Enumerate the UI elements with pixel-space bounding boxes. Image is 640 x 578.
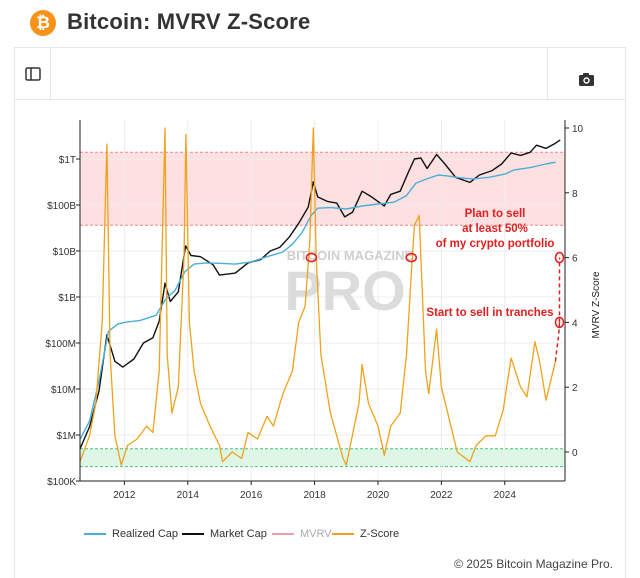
right-tick-label: 2 xyxy=(572,383,578,394)
x-tick-label: 2020 xyxy=(367,490,390,501)
left-tick-label: $100M xyxy=(45,339,76,350)
right-tick-label: 4 xyxy=(572,318,578,329)
left-tick-label: $1M xyxy=(57,431,76,442)
left-tick-label: $100B xyxy=(47,201,76,212)
annotation-text: Plan to sell xyxy=(465,208,526,220)
legend-swatch xyxy=(272,533,294,535)
left-tick-label: $10M xyxy=(51,385,76,396)
annotation-text: Start to sell in tranches xyxy=(426,307,553,319)
legend-item[interactable]: MVRV xyxy=(272,528,332,540)
left-tick-label: $1T xyxy=(59,155,76,166)
projection-dashed-line xyxy=(555,322,559,361)
annotation-text: of my crypto portfolio xyxy=(436,238,555,250)
x-tick-label: 2018 xyxy=(303,490,326,501)
right-tick-label: 8 xyxy=(572,189,578,200)
right-tick-label: 10 xyxy=(572,124,584,135)
legend-label: MVRV xyxy=(300,528,332,540)
x-tick-label: 2012 xyxy=(113,490,136,501)
right-tick-label: 6 xyxy=(572,254,578,265)
x-tick-label: 2022 xyxy=(430,490,453,501)
legend-item[interactable]: Realized Cap xyxy=(84,528,178,540)
legend-item[interactable]: Z-Score xyxy=(332,528,399,540)
x-tick-label: 2016 xyxy=(240,490,263,501)
legend-label: Z-Score xyxy=(360,528,399,540)
legend-swatch xyxy=(332,533,354,535)
left-tick-label: $100K xyxy=(47,477,76,488)
legend-swatch xyxy=(182,533,204,535)
right-tick-label: 0 xyxy=(572,448,578,459)
right-axis-label: MVRV Z-Score xyxy=(591,271,602,338)
copyright-footer: © 2025 Bitcoin Magazine Pro. xyxy=(454,557,613,571)
left-tick-label: $10B xyxy=(53,247,77,258)
x-tick-label: 2024 xyxy=(494,490,517,501)
legend-label: Market Cap xyxy=(210,528,267,540)
annotation-text: at least 50% xyxy=(462,223,528,235)
left-tick-label: $1B xyxy=(58,293,76,304)
legend-swatch xyxy=(84,533,106,535)
legend-item[interactable]: Market Cap xyxy=(182,528,267,540)
zone-bottom xyxy=(80,449,565,467)
legend-label: Realized Cap xyxy=(112,528,178,540)
x-tick-label: 2014 xyxy=(177,490,200,501)
